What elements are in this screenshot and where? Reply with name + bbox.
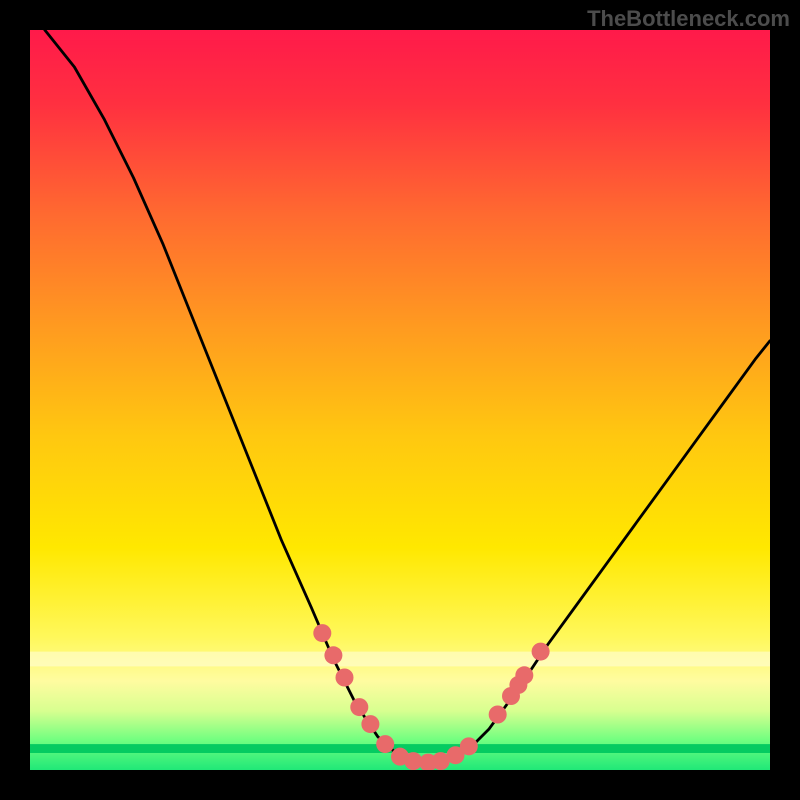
curve-marker — [376, 735, 394, 753]
curve-marker — [350, 698, 368, 716]
curve-marker — [489, 706, 507, 724]
curve-marker — [361, 715, 379, 733]
curve-marker — [532, 643, 550, 661]
curve-marker — [460, 737, 478, 755]
curve-marker — [336, 669, 354, 687]
chart-plot-area — [30, 30, 770, 770]
curve-marker — [313, 624, 331, 642]
watermark-text: TheBottleneck.com — [587, 6, 790, 32]
curve-marker — [515, 666, 533, 684]
chart-svg — [30, 30, 770, 770]
curve-marker — [324, 646, 342, 664]
